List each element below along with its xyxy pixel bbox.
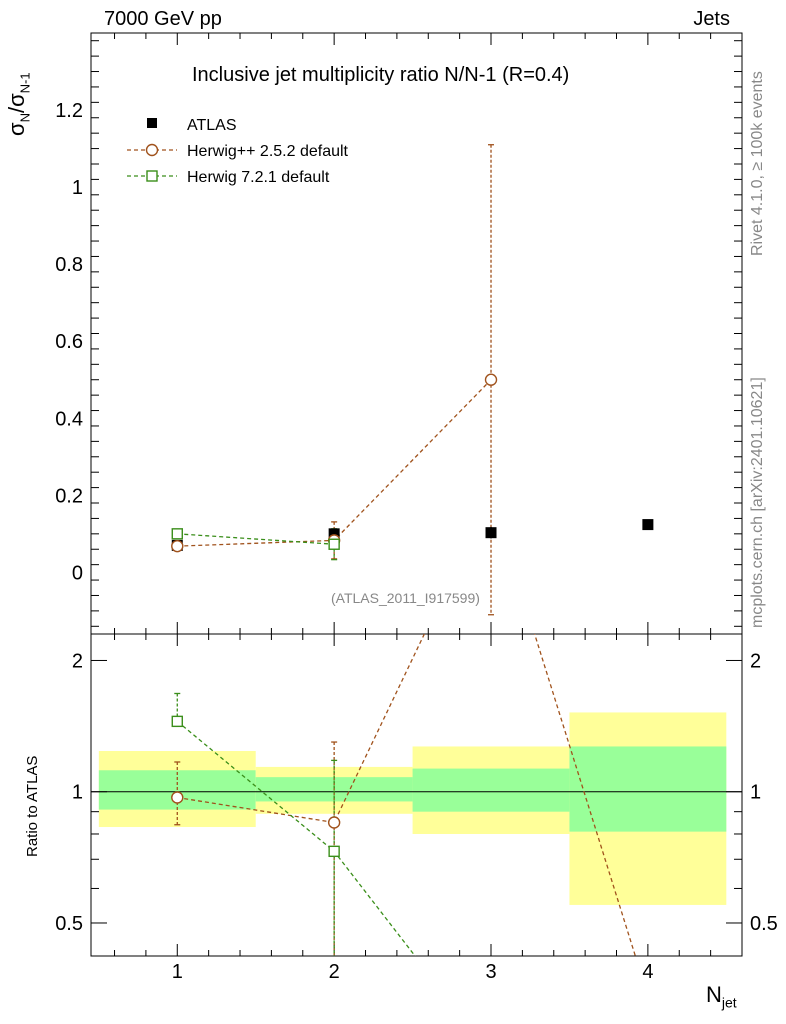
y-tick-label: 0.6 bbox=[55, 331, 83, 353]
atlas-point bbox=[485, 527, 497, 539]
herwig7-point bbox=[171, 528, 183, 540]
y-tick-label: 1.2 bbox=[55, 100, 83, 122]
herwig7-line bbox=[177, 533, 335, 545]
ratio-herwig7-point bbox=[328, 845, 340, 858]
y-tick-label: 0.4 bbox=[55, 408, 83, 430]
ratio-y-tick-label: 1 bbox=[72, 782, 83, 804]
x-tick-label: 2 bbox=[329, 961, 340, 983]
ratio-y-tick-label: 0.5 bbox=[55, 913, 83, 935]
band-inner-4 bbox=[569, 746, 727, 832]
herwigpp-point bbox=[171, 539, 184, 553]
x-label-sub: jet bbox=[721, 994, 737, 1011]
legend-herwig7-marker bbox=[146, 170, 158, 182]
axes-frames bbox=[90, 32, 743, 957]
ratio-frame bbox=[90, 633, 743, 957]
legend: ATLAS Herwig++ 2.5.2 default Herwig 7.2.1 … bbox=[127, 117, 349, 186]
ratio-y-tick-label-right: 2 bbox=[750, 650, 761, 672]
legend-atlas-marker bbox=[147, 118, 157, 128]
legend-herwig7-label: Herwig 7.2.1 default bbox=[187, 169, 330, 186]
herwigpp-line bbox=[177, 379, 492, 547]
tick-labels: 1 2 3 4 0 0.2 0.4 0.6 0.8 1 1.2 0.5 0.5 1 1 2 2 bbox=[55, 100, 778, 983]
x-label-n: N bbox=[706, 982, 722, 1007]
ratio-y-tick-label-right: 0.5 bbox=[750, 913, 778, 935]
ratio-herwigpp-line bbox=[177, 634, 637, 956]
legend-herwigpp-marker bbox=[145, 143, 159, 157]
header-process: Jets bbox=[693, 8, 730, 30]
ratio-marks bbox=[91, 634, 742, 956]
band-inner-3 bbox=[412, 768, 570, 812]
x-axis-label: Njet bbox=[706, 982, 737, 1010]
top-marks bbox=[171, 144, 654, 616]
y-tick-label: 0 bbox=[72, 562, 83, 584]
x-tick-label: 1 bbox=[172, 961, 183, 983]
x-tick-label: 3 bbox=[485, 961, 496, 983]
atlas-point bbox=[642, 519, 654, 531]
y-tick-label: 0.8 bbox=[55, 254, 83, 276]
ratio-herwig7-point bbox=[171, 715, 183, 728]
ratio-y-tick-label: 2 bbox=[72, 650, 83, 672]
herwig7-point bbox=[328, 538, 340, 550]
ratio-herwigpp-point bbox=[327, 816, 341, 829]
ratio-y-tick-label-right: 1 bbox=[750, 782, 761, 804]
ratio-herwigpp-point bbox=[171, 791, 184, 804]
x-tick-label: 4 bbox=[642, 961, 653, 983]
legend-herwigpp-label: Herwig++ 2.5.2 default bbox=[187, 143, 349, 160]
herwigpp-point bbox=[484, 373, 498, 386]
y-tick-label: 1 bbox=[72, 177, 83, 199]
atlas-point bbox=[328, 528, 340, 540]
analysis-watermark: (ATLAS_2011_I917599) bbox=[331, 590, 480, 606]
legend-atlas-label: ATLAS bbox=[187, 117, 237, 134]
y-tick-label: 0.2 bbox=[55, 485, 83, 507]
header-energy: 7000 GeV pp bbox=[104, 8, 222, 30]
chart-title: Inclusive jet multiplicity ratio N/N-1 (… bbox=[192, 64, 570, 86]
ratio-bands bbox=[98, 712, 727, 905]
